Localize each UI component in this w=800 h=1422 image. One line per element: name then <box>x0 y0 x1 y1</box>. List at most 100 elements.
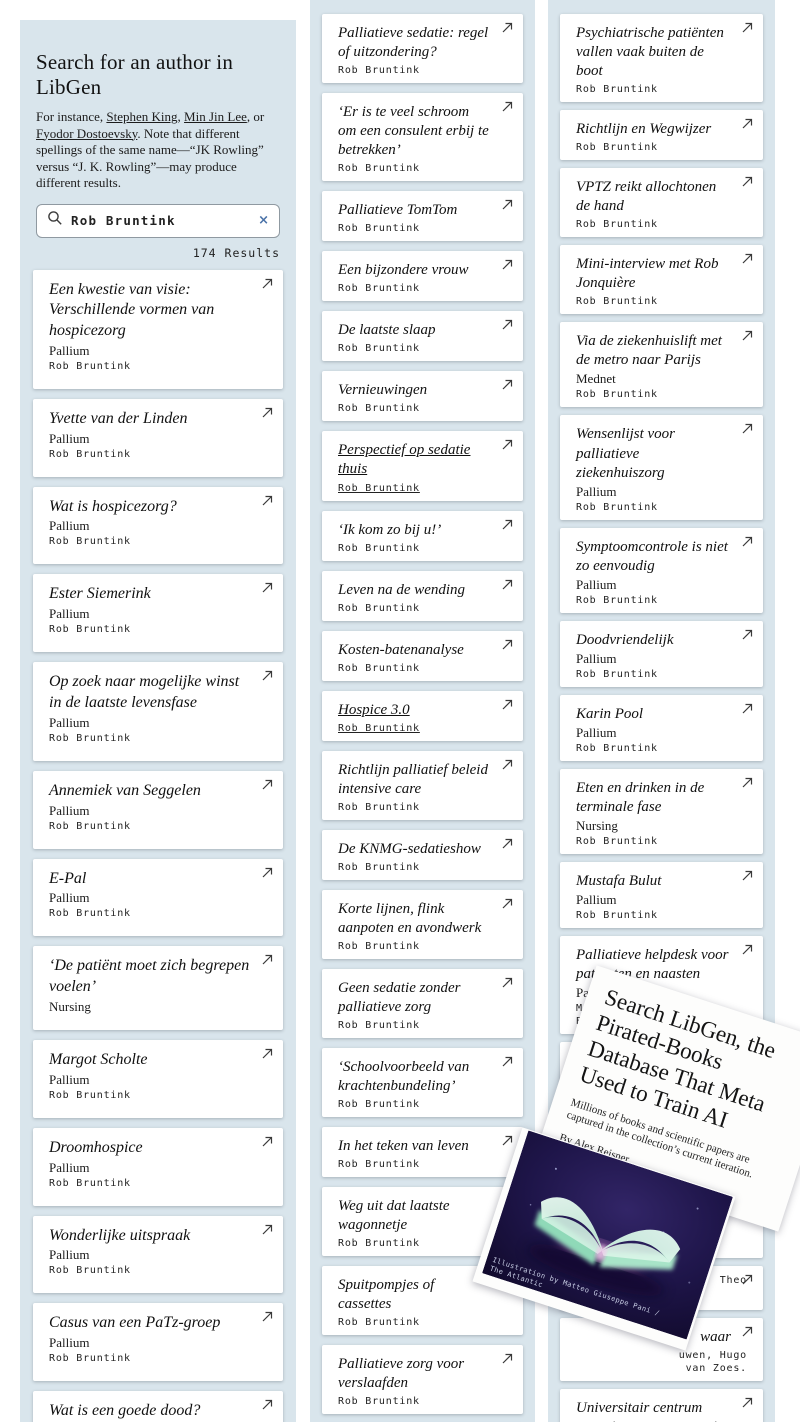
result-card[interactable]: ‘Ik kom zo bij u!’ Rob Bruntink <box>322 510 523 561</box>
search-input[interactable] <box>71 213 251 228</box>
result-card[interactable]: Perspectief op sedatie thuis Rob Bruntin… <box>322 431 523 501</box>
external-link-icon[interactable] <box>741 535 754 548</box>
result-card[interactable]: Annemiek van Seggelen Pallium Rob Brunti… <box>33 770 283 849</box>
search-box[interactable]: × <box>36 203 280 238</box>
external-link-icon[interactable] <box>261 1310 274 1323</box>
result-card[interactable]: Leven na de wending Rob Bruntink <box>322 570 523 621</box>
result-card[interactable]: Palliatieve TomTom Rob Bruntink <box>322 191 523 242</box>
external-link-icon[interactable] <box>501 578 514 591</box>
external-link-icon[interactable] <box>501 758 514 771</box>
result-card[interactable]: Symptoomcontrole is niet zo eenvoudig Pa… <box>560 527 763 613</box>
external-link-icon[interactable] <box>741 117 754 130</box>
external-link-icon[interactable] <box>501 518 514 531</box>
result-card[interactable]: E-Pal Pallium Rob Bruntink <box>33 858 283 937</box>
external-link-icon[interactable] <box>741 252 754 265</box>
clear-search-button[interactable]: × <box>258 213 269 228</box>
result-card[interactable]: De KNMG-sedatieshow Rob Bruntink <box>322 829 523 880</box>
result-card[interactable]: Palliatieve sedatie: regel of uitzonderi… <box>322 14 523 84</box>
result-card[interactable]: Universitair centrum organisator van exp… <box>560 1389 763 1422</box>
external-link-icon[interactable] <box>261 406 274 419</box>
result-card[interactable]: ‘Er is te veel schroom om een consulent … <box>322 93 523 182</box>
result-card[interactable]: De laatste slaap Rob Bruntink <box>322 311 523 362</box>
result-card[interactable]: Kosten-batenanalyse Rob Bruntink <box>322 630 523 681</box>
external-link-icon[interactable] <box>261 866 274 879</box>
result-card[interactable]: Korte lijnen, flink aanpoten en avondwer… <box>322 889 523 959</box>
external-link-icon[interactable] <box>261 953 274 966</box>
external-link-icon[interactable] <box>501 897 514 910</box>
result-card[interactable]: Weg uit dat laatste wagonnetje Rob Brunt… <box>322 1187 523 1257</box>
external-link-icon[interactable] <box>501 1352 514 1365</box>
result-card[interactable]: Wonderlijke uitspraak Pallium Rob Brunti… <box>33 1215 283 1294</box>
external-link-icon[interactable] <box>501 378 514 391</box>
external-link-icon[interactable] <box>261 277 274 290</box>
result-card[interactable]: Palliatieve zorg voor verslaafden Rob Br… <box>322 1345 523 1415</box>
result-card[interactable]: Op zoek naar mogelijke winst in de laats… <box>33 662 283 761</box>
result-card[interactable]: Psychiatrische patiënten vallen vaak bui… <box>560 14 763 103</box>
external-link-icon[interactable] <box>741 628 754 641</box>
result-card[interactable]: Wensenlijst voor palliatieve ziekenhuisz… <box>560 415 763 520</box>
external-link-icon[interactable] <box>501 1055 514 1068</box>
result-card[interactable]: Wat is hospicezorg? Pallium Rob Bruntink <box>33 486 283 565</box>
result-card[interactable]: Hospice 3.0 Rob Bruntink <box>322 690 523 741</box>
result-card[interactable]: Yvette van der Linden Pallium Rob Brunti… <box>33 398 283 477</box>
result-card[interactable]: Casus van een PaTz-groep Pallium Rob Bru… <box>33 1303 283 1382</box>
external-link-icon[interactable] <box>501 318 514 331</box>
result-title: Doodvriendelijk <box>576 631 674 648</box>
author-example-link[interactable]: Min Jin Lee <box>184 109 247 124</box>
external-link-icon[interactable] <box>741 329 754 342</box>
external-link-icon[interactable] <box>501 1134 514 1147</box>
result-card[interactable]: Karin Pool Pallium Rob Bruntink <box>560 694 763 761</box>
result-card[interactable]: Richtlijn en Wegwijzer Rob Bruntink <box>560 110 763 161</box>
external-link-icon[interactable] <box>261 778 274 791</box>
external-link-icon[interactable] <box>741 702 754 715</box>
external-link-icon[interactable] <box>741 1396 754 1409</box>
external-link-icon[interactable] <box>501 638 514 651</box>
external-link-icon[interactable] <box>261 581 274 594</box>
result-card[interactable]: Geen sedatie zonder palliatieve zorg Rob… <box>322 968 523 1039</box>
external-link-icon[interactable] <box>741 1325 754 1338</box>
external-link-icon[interactable] <box>261 494 274 507</box>
external-link-icon[interactable] <box>741 422 754 435</box>
external-link-icon[interactable] <box>741 21 754 34</box>
external-link-icon[interactable] <box>741 869 754 882</box>
external-link-icon[interactable] <box>501 698 514 711</box>
external-link-icon[interactable] <box>501 21 514 34</box>
external-link-icon[interactable] <box>501 976 514 989</box>
result-card[interactable]: Wat is een goede dood? Rob Bruntink <box>33 1391 283 1422</box>
result-card[interactable]: Eten en drinken in de terminale fase Nur… <box>560 768 763 854</box>
result-card[interactable]: ‘Schoolvoorbeeld van krachtenbundeling’ … <box>322 1048 523 1118</box>
external-link-icon[interactable] <box>261 1135 274 1148</box>
result-card[interactable]: Doodvriendelijk Pallium Rob Bruntink <box>560 620 763 687</box>
external-link-icon[interactable] <box>261 1223 274 1236</box>
result-card[interactable]: VPTZ reikt allochtonen de hand Rob Brunt… <box>560 168 763 238</box>
author-example-link[interactable]: Fyodor Dostoevsky <box>36 125 138 141</box>
external-link-icon[interactable] <box>501 837 514 850</box>
result-card[interactable]: Ester Siemerink Pallium Rob Bruntink <box>33 574 283 653</box>
external-link-icon[interactable] <box>501 438 514 451</box>
article-image[interactable]: Illustration by Matteo Giuseppe Pani / T… <box>482 1130 733 1340</box>
author-example-link[interactable]: Stephen King <box>106 109 178 124</box>
external-link-icon[interactable] <box>261 1047 274 1060</box>
external-link-icon[interactable] <box>741 776 754 789</box>
result-card[interactable]: Via de ziekenhuislift met de metro naar … <box>560 322 763 408</box>
external-link-icon[interactable] <box>261 1398 274 1411</box>
result-card[interactable]: Vernieuwingen Rob Bruntink <box>322 371 523 422</box>
external-link-icon[interactable] <box>741 1273 754 1286</box>
external-link-icon[interactable] <box>741 943 754 956</box>
result-card[interactable]: In het teken van leven Rob Bruntink <box>322 1127 523 1178</box>
result-card[interactable]: Mustafa Bulut Pallium Rob Bruntink <box>560 861 763 928</box>
result-card[interactable]: Een kwestie van visie: Verschillende vor… <box>33 269 283 389</box>
result-card[interactable]: Richtlijn palliatief beleid intensive ca… <box>322 750 523 820</box>
result-card[interactable]: Mini-interview met Rob Jonquière Rob Bru… <box>560 245 763 315</box>
result-card[interactable]: ‘De patiënt moet zich begrepen voelen’ N… <box>33 946 283 1031</box>
external-link-icon[interactable] <box>501 198 514 211</box>
external-link-icon[interactable] <box>501 258 514 271</box>
result-card[interactable]: Margot Scholte Pallium Rob Bruntink <box>33 1040 283 1118</box>
result-card[interactable]: Een bijzondere vrouw Rob Bruntink <box>322 251 523 302</box>
result-title: Droomhospice <box>49 1138 143 1156</box>
external-link-icon[interactable] <box>741 175 754 188</box>
result-card[interactable]: Droomhospice Pallium Rob Bruntink <box>33 1127 283 1206</box>
result-publisher: Nursing <box>576 817 618 833</box>
external-link-icon[interactable] <box>261 669 274 682</box>
external-link-icon[interactable] <box>501 100 514 113</box>
